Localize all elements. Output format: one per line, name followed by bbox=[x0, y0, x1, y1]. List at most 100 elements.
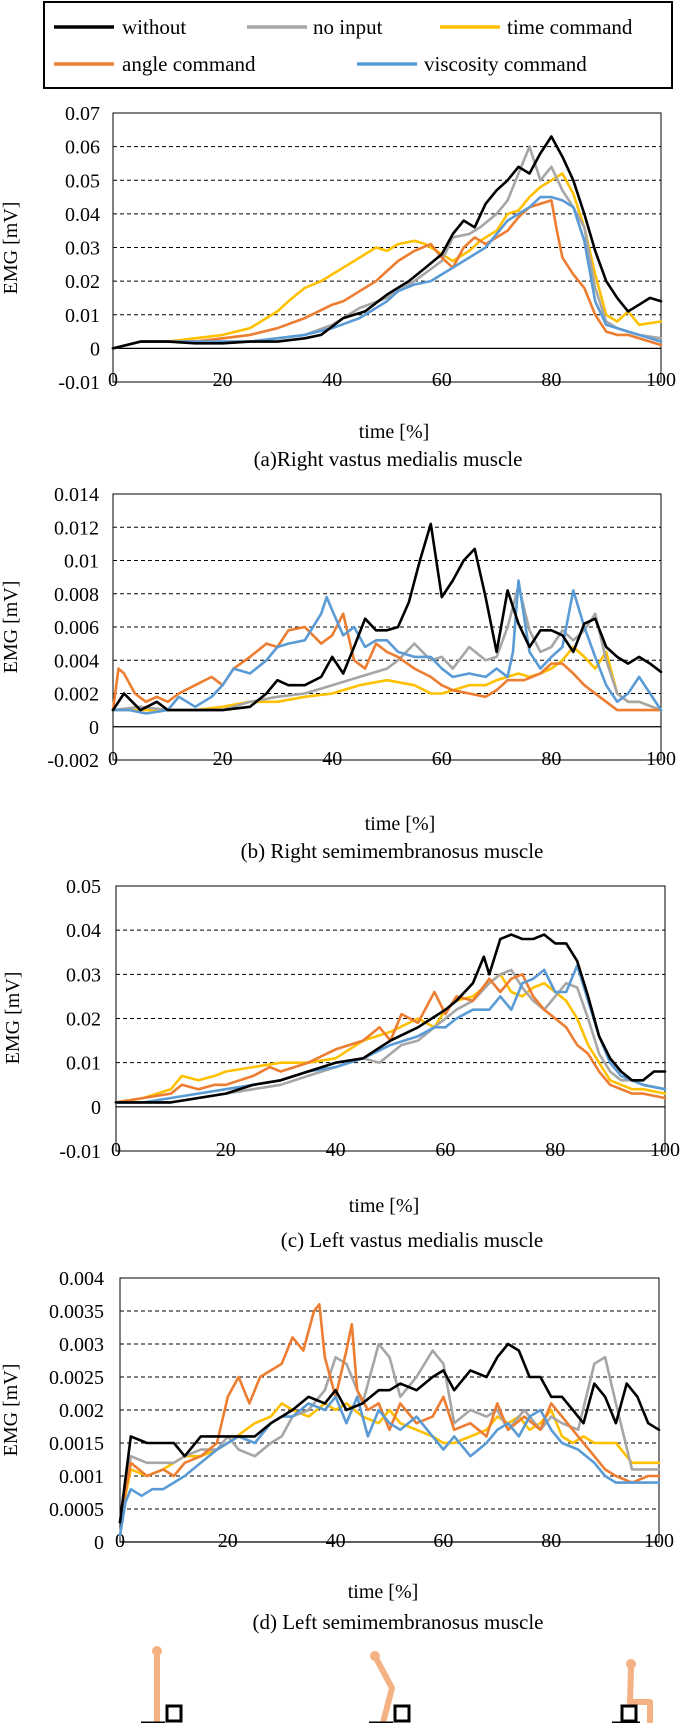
ytick-label-a-7: 0.06 bbox=[65, 137, 100, 159]
series-b bbox=[111, 522, 663, 715]
ytick-label-d-4: 0.002 bbox=[59, 1400, 104, 1422]
series-line-a-angle-command bbox=[111, 199, 663, 350]
legend-label-angle-command: angle command bbox=[122, 52, 256, 76]
xtick-label-b-3: 60 bbox=[432, 748, 452, 770]
caption-b: (b) Right semimembranosus muscle bbox=[241, 839, 544, 863]
series-line-a-without bbox=[111, 135, 663, 350]
xticks-d: 0 20 40 60 80 100 bbox=[115, 1530, 674, 1552]
legend: without no input time command angle comm… bbox=[43, 1, 673, 89]
ytick-label-b-8: 0.014 bbox=[54, 484, 99, 506]
ytick-label-c-2: 0.01 bbox=[66, 1053, 101, 1075]
ylabel-c: EMG [mV] bbox=[2, 972, 24, 1065]
yticks-d: 0 0.0005 0.001 0.0015 0.002 0.0025 0.003 0.0035… bbox=[49, 1268, 104, 1554]
caption-a: (a)Right vastus medialis muscle bbox=[254, 447, 523, 471]
xtick-label-a-1: 20 bbox=[213, 369, 233, 391]
xlabel-d: time [%] bbox=[348, 1581, 419, 1603]
ytick-label-c-1: 0 bbox=[91, 1097, 101, 1119]
ytick-label-a-6: 0.05 bbox=[65, 170, 100, 192]
yticks-c: -0.01 0 0.01 0.02 0.03 0.04 0.05 bbox=[59, 876, 101, 1163]
ytick-label-d-1: 0.0005 bbox=[49, 1499, 104, 1521]
legend-box bbox=[43, 1, 673, 89]
yticks-b: -0.002 0 0.002 0.004 0.006 0.008 0.01 0.012 0.01… bbox=[47, 484, 99, 772]
ytick-label-b-5: 0.008 bbox=[54, 584, 99, 606]
panel-a: -0.01 0 0.01 0.02 0.03 0.04 0.05 0.06 0.07 0 20 40… bbox=[0, 103, 676, 471]
xtick-label-c-1: 20 bbox=[216, 1139, 236, 1161]
ytick-label-b-6: 0.01 bbox=[64, 551, 99, 573]
ytick-label-a-0: -0.01 bbox=[58, 372, 100, 394]
ytick-label-a-4: 0.03 bbox=[65, 238, 100, 260]
ylabel-d: EMG [mV] bbox=[0, 1364, 22, 1457]
posture-figures bbox=[141, 1646, 653, 1723]
xtick-label-d-0: 0 bbox=[115, 1530, 125, 1552]
legend-label-viscosity-command: viscosity command bbox=[424, 52, 587, 76]
legend-label-no-input: no input bbox=[313, 15, 383, 39]
ylabel-b: EMG [mV] bbox=[0, 581, 22, 674]
ytick-label-b-1: 0 bbox=[89, 717, 99, 739]
ytick-label-a-8: 0.07 bbox=[65, 103, 100, 125]
ytick-label-d-3: 0.0015 bbox=[49, 1433, 104, 1455]
series-line-c-angle-command bbox=[114, 972, 667, 1104]
panel-b: -0.002 0 0.002 0.004 0.006 0.008 0.01 0.012 0.01… bbox=[0, 484, 676, 863]
yticks-a: -0.01 0 0.01 0.02 0.03 0.04 0.05 0.06 0.07 bbox=[58, 103, 100, 394]
ytick-label-a-2: 0.01 bbox=[65, 305, 100, 327]
xtick-label-c-0: 0 bbox=[111, 1139, 121, 1161]
ytick-label-c-5: 0.04 bbox=[66, 920, 101, 942]
series-c bbox=[114, 933, 667, 1104]
legend-label-time-command: time command bbox=[507, 15, 633, 39]
xtick-label-a-2: 40 bbox=[322, 369, 342, 391]
ytick-label-d-2: 0.001 bbox=[59, 1466, 104, 1488]
xlabel-c: time [%] bbox=[349, 1195, 420, 1217]
panel-d: 0 0.0005 0.001 0.0015 0.002 0.0025 0.003 0.0035… bbox=[0, 1268, 674, 1634]
xtick-label-d-5: 100 bbox=[644, 1530, 674, 1552]
legend-label-without: without bbox=[122, 15, 186, 39]
grid-b bbox=[113, 526, 661, 728]
ytick-label-d-8: 0.004 bbox=[59, 1268, 104, 1290]
ytick-label-c-6: 0.05 bbox=[66, 876, 101, 898]
xlabel-a: time [%] bbox=[359, 421, 430, 443]
series-line-c-without bbox=[114, 933, 667, 1104]
xtick-label-d-2: 40 bbox=[326, 1530, 346, 1552]
rising-posture-icon bbox=[369, 1651, 411, 1723]
grid-a bbox=[113, 146, 661, 349]
xtick-label-c-2: 40 bbox=[326, 1139, 346, 1161]
ytick-label-b-7: 0.012 bbox=[54, 517, 99, 539]
xticks-c: 0 20 40 60 80 100 bbox=[111, 1139, 680, 1161]
caption-c: (c) Left vastus medialis muscle bbox=[281, 1228, 543, 1252]
ytick-label-d-6: 0.003 bbox=[59, 1334, 104, 1356]
xtick-label-b-4: 80 bbox=[541, 748, 561, 770]
series-line-b-no-input bbox=[111, 584, 663, 712]
xtick-label-d-4: 80 bbox=[541, 1530, 561, 1552]
ytick-label-a-1: 0 bbox=[90, 338, 100, 360]
ytick-label-d-7: 0.0035 bbox=[49, 1301, 104, 1323]
xtick-label-c-4: 80 bbox=[545, 1139, 565, 1161]
xtick-label-b-5: 100 bbox=[646, 748, 676, 770]
ytick-label-a-3: 0.02 bbox=[65, 271, 100, 293]
xtick-label-b-1: 20 bbox=[213, 748, 233, 770]
xtick-label-d-1: 20 bbox=[218, 1530, 238, 1552]
series-d bbox=[118, 1303, 661, 1537]
series-line-c-no-input bbox=[114, 968, 667, 1104]
series-line-b-viscosity-command bbox=[111, 579, 663, 715]
ytick-label-d-5: 0.0025 bbox=[49, 1367, 104, 1389]
xlabel-b: time [%] bbox=[365, 813, 436, 835]
xtick-label-a-5: 100 bbox=[646, 369, 676, 391]
xtick-label-b-2: 40 bbox=[322, 748, 342, 770]
caption-d: (d) Left semimembranosus muscle bbox=[252, 1610, 543, 1634]
series-a bbox=[111, 135, 663, 350]
series-line-a-viscosity-command bbox=[111, 195, 663, 350]
ytick-label-b-0: -0.002 bbox=[47, 750, 99, 772]
ytick-label-c-4: 0.03 bbox=[66, 964, 101, 986]
ytick-label-c-3: 0.02 bbox=[66, 1009, 101, 1031]
sitting-posture-icon bbox=[612, 1659, 653, 1723]
ylabel-a: EMG [mV] bbox=[0, 202, 22, 295]
xtick-label-d-3: 60 bbox=[433, 1530, 453, 1552]
xtick-label-c-5: 100 bbox=[650, 1139, 680, 1161]
xtick-label-a-0: 0 bbox=[108, 369, 118, 391]
ytick-label-b-2: 0.002 bbox=[54, 684, 99, 706]
xtick-label-c-3: 60 bbox=[435, 1139, 455, 1161]
ytick-label-a-5: 0.04 bbox=[65, 204, 100, 226]
xticks-a: 0 20 40 60 80 100 bbox=[108, 369, 676, 391]
xtick-label-a-3: 60 bbox=[432, 369, 452, 391]
